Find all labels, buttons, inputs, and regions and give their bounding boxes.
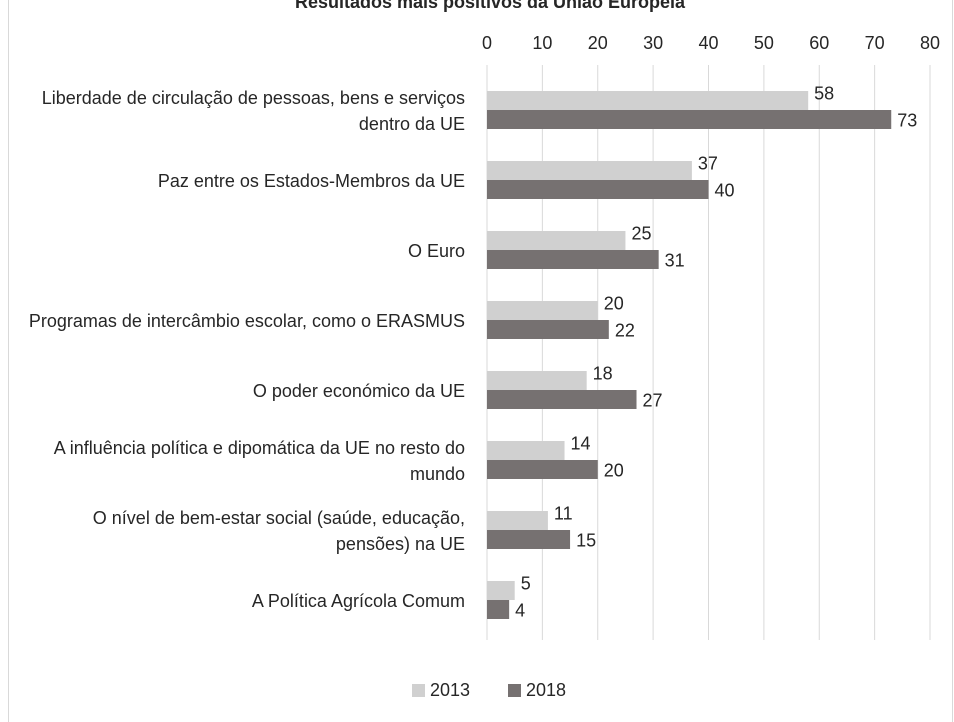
bar bbox=[487, 250, 659, 269]
category-label: O Euro bbox=[407, 241, 465, 261]
category-label: A Política Agrícola Comum bbox=[251, 591, 465, 611]
value-label: 25 bbox=[631, 223, 651, 243]
legend-label: 2018 bbox=[526, 680, 566, 700]
bar bbox=[487, 511, 548, 530]
bar bbox=[487, 110, 892, 129]
x-tick-label: 20 bbox=[588, 33, 608, 53]
x-tick-label: 80 bbox=[920, 33, 940, 53]
value-label: 22 bbox=[615, 320, 635, 340]
x-tick-label: 50 bbox=[754, 33, 774, 53]
category-label: Programas de intercâmbio escolar, como o… bbox=[28, 311, 465, 331]
category-label: O poder económico da UE bbox=[252, 381, 465, 401]
value-label: 20 bbox=[604, 460, 624, 480]
legend-swatch bbox=[412, 684, 425, 697]
legend-label: 2013 bbox=[430, 680, 470, 700]
value-label: 20 bbox=[604, 293, 624, 313]
value-label: 27 bbox=[643, 390, 663, 410]
category-label: Paz entre os Estados-Membros da UE bbox=[157, 171, 465, 191]
value-label: 18 bbox=[593, 363, 613, 383]
value-label: 15 bbox=[576, 530, 596, 550]
category-label: Liberdade de circulação de pessoas, bens… bbox=[41, 88, 465, 134]
bar bbox=[487, 390, 637, 409]
chart-title: Resultados mais positivos da União Europ… bbox=[295, 0, 686, 12]
x-tick-label: 10 bbox=[532, 33, 552, 53]
x-tick-label: 30 bbox=[643, 33, 663, 53]
value-label: 14 bbox=[571, 433, 591, 453]
category-label: O nível de bem-estar social (saúde, educ… bbox=[92, 508, 465, 554]
value-label: 58 bbox=[814, 83, 834, 103]
bar bbox=[487, 161, 692, 180]
x-tick-label: 60 bbox=[809, 33, 829, 53]
value-label: 73 bbox=[897, 110, 917, 130]
bar bbox=[487, 600, 510, 619]
chart-border bbox=[8, 0, 953, 722]
value-label: 4 bbox=[515, 600, 525, 620]
x-tick-label: 70 bbox=[865, 33, 885, 53]
bar bbox=[487, 371, 587, 390]
value-label: 37 bbox=[698, 153, 718, 173]
x-tick-label: 40 bbox=[698, 33, 718, 53]
bar bbox=[487, 581, 515, 600]
legend-swatch bbox=[508, 684, 521, 697]
value-label: 11 bbox=[554, 503, 573, 523]
bar bbox=[487, 441, 565, 460]
bar bbox=[487, 91, 809, 110]
value-label: 40 bbox=[715, 180, 735, 200]
category-label: A influência política e dipomática da UE… bbox=[53, 438, 465, 484]
bar bbox=[487, 320, 609, 339]
bar bbox=[487, 530, 571, 549]
x-tick-label: 0 bbox=[482, 33, 492, 53]
bar bbox=[487, 301, 598, 320]
value-label: 31 bbox=[665, 250, 685, 270]
bar bbox=[487, 460, 598, 479]
bar bbox=[487, 231, 626, 250]
bar bbox=[487, 180, 709, 199]
value-label: 5 bbox=[521, 573, 531, 593]
